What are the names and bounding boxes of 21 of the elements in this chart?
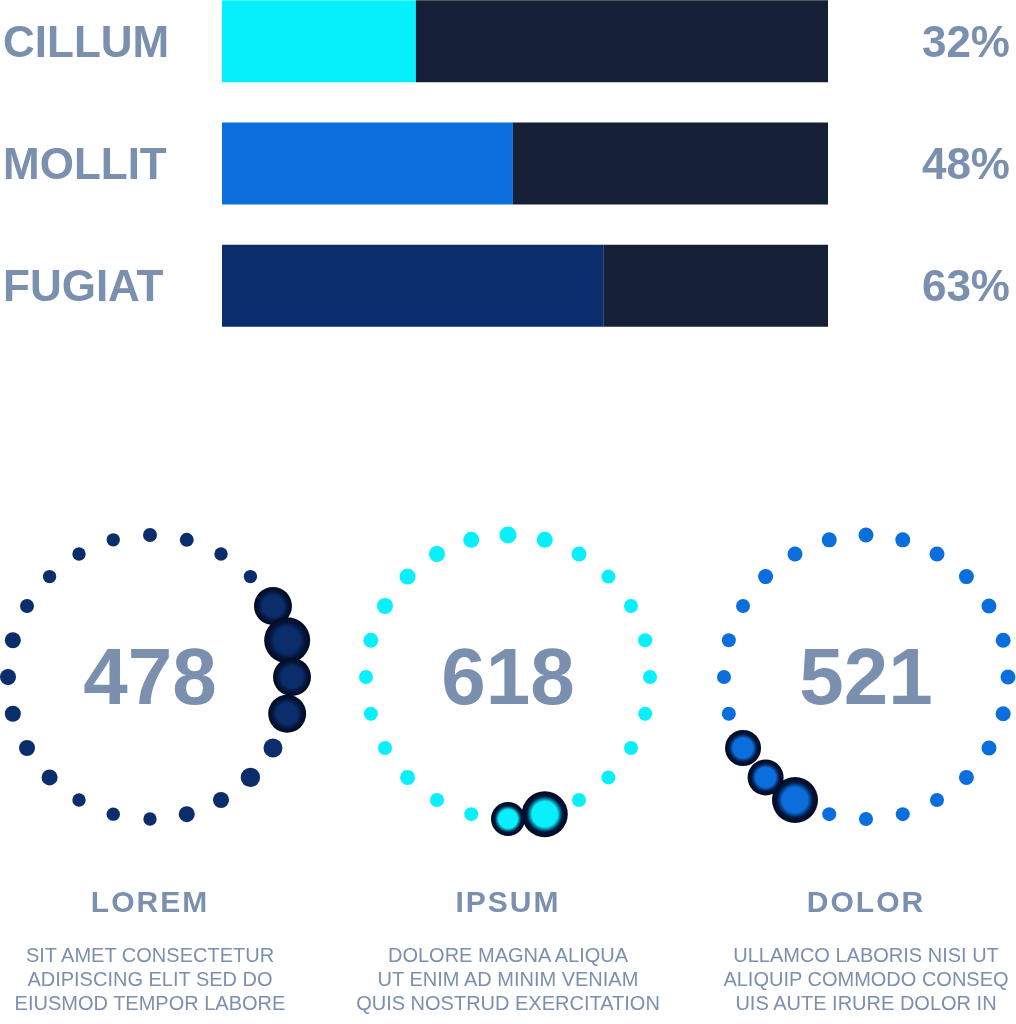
- y-tick-label: MOLLIT: [3, 139, 167, 188]
- category-label: LOREM: [89, 885, 211, 918]
- bar: [222, 122, 513, 205]
- bar: [603, 244, 828, 327]
- text: ULLAMCO LABORIS NISI UT ALIQUIP COMMODO CONSEQ UIS AUTE IRURE DOLOR IN: [722, 943, 1010, 1015]
- data-label: 48%: [921, 139, 1010, 188]
- text: DOLORE MAGNA ALIQUA UT ENIM AD MINIM VENIAM QUIS NOSTRUD EXERCITATION: [355, 943, 661, 1015]
- category-label: DOLOR: [805, 885, 927, 918]
- bar: [222, 0, 416, 83]
- data-label: 32%: [921, 16, 1010, 66]
- data-label: 63%: [921, 261, 1010, 311]
- data-label: 618: [440, 632, 576, 721]
- bar: [415, 0, 828, 83]
- bar: [512, 122, 828, 205]
- category-label: IPSUM: [454, 885, 562, 918]
- data-label: 521: [798, 632, 934, 721]
- text: SIT AMET CONSECTETUR ADIPISCING ELIT SED DO EIUSMOD TEMPOR LABORE: [13, 943, 287, 1015]
- bar: [222, 244, 604, 327]
- y-tick-label: CILLUM: [3, 16, 170, 66]
- y-tick-label: FUGIAT: [3, 261, 164, 311]
- data-label: 478: [82, 632, 218, 721]
